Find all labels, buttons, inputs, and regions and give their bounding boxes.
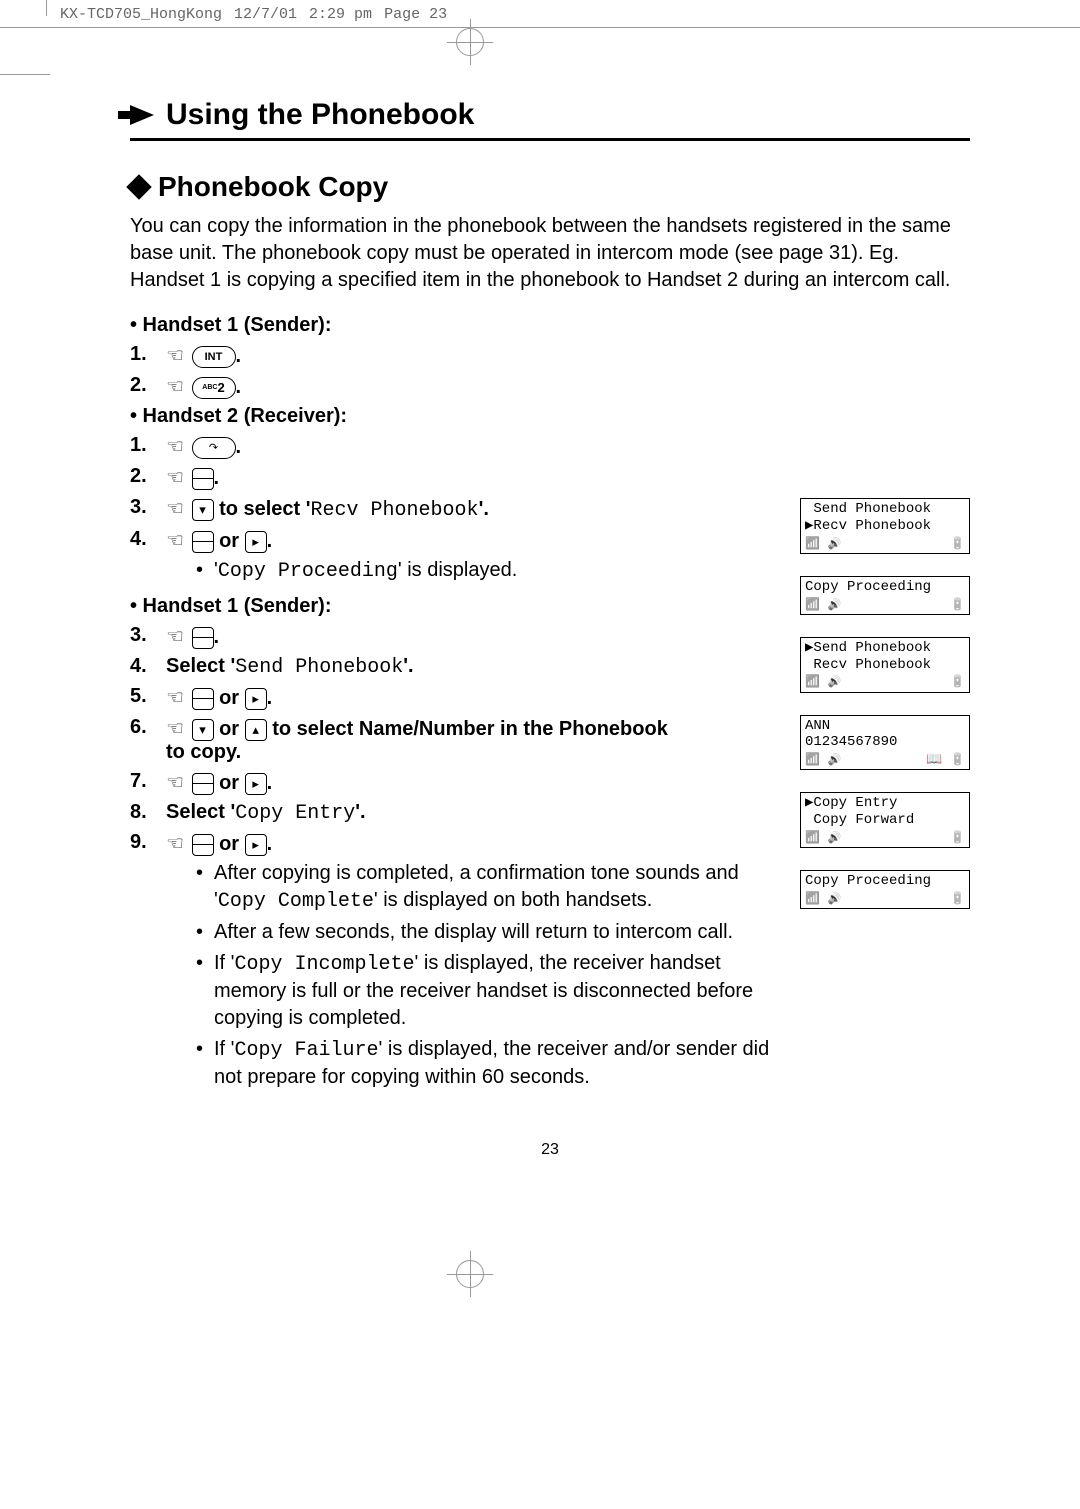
step-b4: 4. ☞ or ▸. • 'Copy Proceeding' is displa… [130, 528, 780, 589]
lcd-column: Send Phonebook ▶Recv Phonebook Copy Proc… [800, 498, 970, 931]
hand-icon: ☞ [166, 716, 184, 741]
antenna-icon [805, 752, 820, 767]
h1-text: Using the Phonebook [166, 98, 474, 132]
antenna-icon [805, 674, 820, 689]
antenna-icon [805, 597, 820, 612]
down-key-icon: ▾ [192, 719, 214, 741]
steps-column: • Handset 1 (Sender): 1. ☞ INT. 2. ☞ ABC… [130, 308, 780, 1101]
page: KX-TCD705_HongKong 12/7/01 2:29 pm Page … [0, 0, 1080, 1199]
hand-icon: ☞ [166, 624, 184, 649]
hand-icon: ☞ [166, 685, 184, 710]
sub-bullet: • If 'Copy Incomplete' is displayed, the… [196, 950, 780, 1032]
abc2-key-icon: ABC2 [192, 377, 236, 399]
right-key-icon: ▸ [245, 834, 267, 856]
menu-key-icon [192, 834, 214, 856]
speaker-icon [828, 752, 842, 767]
intro-paragraph: You can copy the information in the phon… [130, 213, 970, 294]
lcd-screen-1: Send Phonebook ▶Recv Phonebook [800, 498, 970, 554]
menu-key-icon [192, 531, 214, 553]
step-b1: 1. ☞ ↷. [130, 434, 780, 459]
sub-bullet: • After a few seconds, the display will … [196, 919, 780, 946]
battery-icon [950, 536, 965, 552]
lcd-screen-6: Copy Proceeding [800, 870, 970, 909]
hand-icon: ☞ [166, 528, 184, 553]
step-c4: 4. Select 'Send Phonebook'. [130, 655, 780, 679]
print-time: 2:29 pm [309, 6, 372, 23]
speaker-icon [828, 891, 842, 906]
crop-mark [46, 0, 47, 16]
lcd-screen-4: ANN 01234567890 📖 [800, 715, 970, 771]
sub-bullet: • If 'Copy Failure' is displayed, the re… [196, 1036, 780, 1091]
arrow-right-icon [130, 105, 154, 125]
diamond-icon [126, 174, 151, 199]
lcd-screen-5: ▶Copy Entry Copy Forward [800, 792, 970, 848]
hand-icon: ☞ [166, 343, 184, 368]
print-header: KX-TCD705_HongKong 12/7/01 2:29 pm Page … [0, 0, 1080, 28]
step-a1: 1. ☞ INT. [130, 343, 780, 368]
right-key-icon: ▸ [245, 531, 267, 553]
speaker-icon [828, 830, 842, 845]
menu-key-icon [192, 627, 214, 649]
antenna-icon [805, 891, 820, 906]
reg-mark-icon [456, 28, 484, 56]
menu-key-icon [192, 688, 214, 710]
antenna-icon [805, 830, 820, 845]
heading-2: Phonebook Copy [130, 171, 970, 203]
hand-icon: ☞ [166, 496, 184, 521]
subhead-receiver: • Handset 2 (Receiver): [130, 405, 780, 428]
page-number: 23 [130, 1141, 970, 1159]
up-key-icon: ▴ [245, 719, 267, 741]
battery-icon [950, 752, 965, 767]
subhead-sender-2: • Handset 1 (Sender): [130, 595, 780, 618]
heading-1: Using the Phonebook [130, 98, 970, 141]
step-c8: 8. Select 'Copy Entry'. [130, 801, 780, 825]
down-key-icon: ▾ [192, 499, 214, 521]
step-c6: 6. ☞ ▾ or ▴ to select Name/Number in the… [130, 716, 780, 764]
antenna-icon [805, 536, 820, 551]
step-c5: 5. ☞ or ▸. [130, 685, 780, 710]
int-key-icon: INT [192, 346, 236, 368]
step-b2: 2. ☞ . [130, 465, 780, 490]
hand-icon: ☞ [166, 465, 184, 490]
battery-icon [950, 597, 965, 613]
content: Using the Phonebook Phonebook Copy You c… [0, 28, 1080, 1199]
step-c9: 9. ☞ or ▸. • After copying is completed,… [130, 831, 780, 1095]
hand-icon: ☞ [166, 831, 184, 856]
reg-mark-icon [456, 1260, 484, 1288]
subhead-sender-1: • Handset 1 (Sender): [130, 314, 780, 337]
hand-icon: ☞ [166, 434, 184, 459]
speaker-icon [828, 597, 842, 612]
step-c7: 7. ☞ or ▸. [130, 770, 780, 795]
print-date: 12/7/01 [234, 6, 297, 23]
talk-key-icon: ↷ [192, 437, 236, 459]
battery-icon [950, 674, 965, 690]
lcd-screen-3: ▶Send Phonebook Recv Phonebook [800, 637, 970, 693]
menu-key-icon [192, 468, 214, 490]
speaker-icon [828, 674, 842, 689]
speaker-icon [828, 536, 842, 551]
sub-bullet: • 'Copy Proceeding' is displayed. [196, 557, 517, 585]
hand-icon: ☞ [166, 770, 184, 795]
battery-icon [950, 891, 965, 907]
sub-bullet: • After copying is completed, a confirma… [196, 860, 780, 915]
print-page: Page 23 [384, 6, 447, 23]
print-file: KX-TCD705_HongKong [60, 6, 222, 23]
lcd-screen-2: Copy Proceeding [800, 576, 970, 615]
crop-mark [0, 74, 50, 75]
right-key-icon: ▸ [245, 688, 267, 710]
menu-key-icon [192, 773, 214, 795]
h2-text: Phonebook Copy [158, 171, 388, 203]
battery-icon [950, 830, 965, 846]
hand-icon: ☞ [166, 374, 184, 399]
step-a2: 2. ☞ ABC2 . [130, 374, 780, 399]
step-c3: 3. ☞ . [130, 624, 780, 649]
step-b3: 3. ☞ ▾ to select 'Recv Phonebook'. [130, 496, 780, 522]
right-key-icon: ▸ [245, 773, 267, 795]
